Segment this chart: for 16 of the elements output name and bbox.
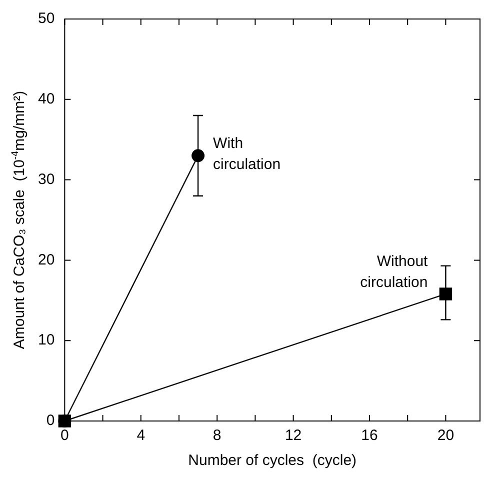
series-label: With circulation [213,134,281,173]
x-tick-label: 16 [361,427,378,444]
x-axis-title: Number of cycles (cycle) [188,452,357,469]
x-tick-label: 0 [60,427,69,444]
x-tick-label: 8 [212,427,222,444]
y-tick-label: 0 [46,412,55,430]
y-tick-label: 10 [38,332,55,349]
y-tick-label: 40 [38,90,55,108]
series-label: Without circulation [360,253,429,292]
y-tick-label: 30 [38,170,55,188]
y-tick-label: 50 [38,10,55,28]
y-axis-title: Amount of CaCO₃ scale (10-4mg/mm²) [10,90,28,350]
x-tick-label: 12 [284,427,302,444]
x-tick-label: 4 [136,427,146,444]
y-tick-label: 20 [38,251,55,268]
x-tick-label: 20 [437,427,454,444]
